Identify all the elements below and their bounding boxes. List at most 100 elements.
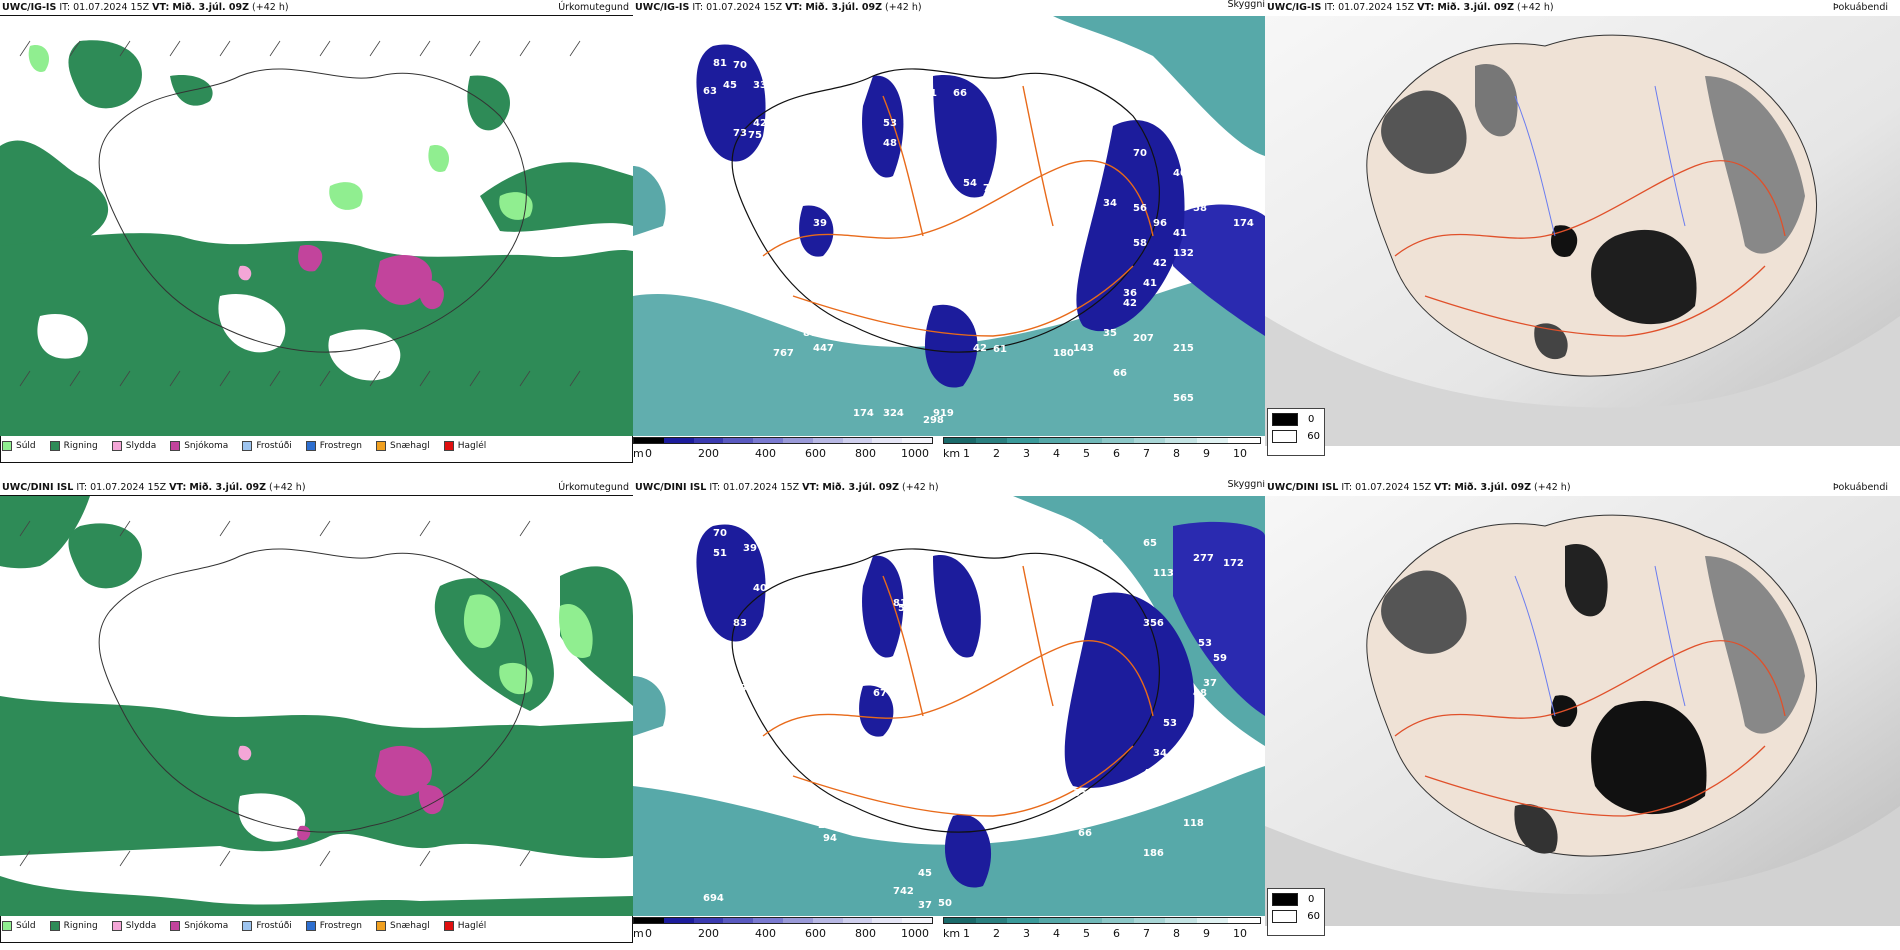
visibility-value-label: 66 [1078,828,1092,839]
visibility-value-label: 215 [1033,283,1054,294]
scale-tick: 6 [1113,447,1120,460]
visibility-value-label: 58 [1133,238,1147,249]
visibility-value-label: 40 [1173,168,1187,179]
legend-swatch [242,441,253,451]
visibility-value-label: 102 [1083,538,1104,549]
legend-swatch [111,921,122,931]
visibility-value-label: 48 [1193,688,1207,699]
it-label: IT: [709,482,721,493]
visibility-value-label: 66 [953,88,967,99]
panel-title: Úrkomutegund [558,482,629,493]
visibility-value-label: 180 [1053,348,1074,359]
scale-tick: 0 [645,927,652,940]
legend-label: 0 [1308,894,1315,905]
visibility-value-label: 33 [753,80,767,91]
visibility-value-label: 447 [813,343,834,354]
fog-indicator-map[interactable] [1265,16,1900,446]
fog-panel-row2: UWC/DINI ISL IT: 01.07.2024 15Z VT: Mið.… [1265,480,1900,950]
visibility-value-label: 45 [743,668,757,679]
visibility-map[interactable]: 277 172 201 118 186 694 742 207 94 67 70 51 39 40 83 61… [633,496,1265,916]
visibility-value-label: 767 [773,348,794,359]
fog-indicator-map[interactable] [1265,496,1900,926]
legend-swatch [305,441,316,451]
visibility-value-label: 81 [713,58,727,69]
visibility-value-label: 34 [1103,198,1117,209]
scale-tick: 800 [855,927,876,940]
visibility-value-label: 39 [813,218,827,229]
legend-item: Súld [2,921,36,931]
valid-time: Mið. 3.júl. 09Z [822,482,899,493]
legend-item: Slydda [111,921,157,931]
legend-swatch [1272,910,1298,923]
scale-tick: 4 [1053,927,1060,940]
scale-tick: 1000 [901,927,929,940]
visibility-value-label: 118 [1183,818,1204,829]
valid-time: Mið. 3.júl. 09Z [1454,482,1531,493]
legend-label: Snæhagl [390,921,430,931]
legend-item: Haglél [443,441,486,451]
visibility-value-label: 565 [1173,393,1194,404]
legend-label: Slydda [125,441,157,451]
precip-type-map[interactable] [0,496,633,916]
scale-tick: 7 [1143,927,1150,940]
visibility-value-label: 36 [1123,288,1137,299]
visibility-value-label: 96 [1153,218,1167,229]
legend-swatch [49,921,60,931]
legend-label: Slydda [125,921,157,931]
visibility-value-label: 48 [883,138,897,149]
visibility-value-label: 53 [1163,718,1177,729]
panel-header: UWC/IG-IS IT: 01.07.2024 15Z VT: Mið. 3.… [1267,2,1554,13]
visibility-value-label: 35 [1103,328,1117,339]
lead-time: (+42 h) [902,482,939,493]
visibility-value-label: 327 [1023,268,1044,279]
legend-swatch [170,441,181,451]
scale-unit: m [633,447,644,460]
visibility-value-label: 215 [1173,343,1194,354]
visibility-value-label: 54 [963,178,977,189]
legend-label: Frostregn [319,921,363,931]
legend-item: Slydda [111,441,157,451]
scale-tick: 1000 [901,447,929,460]
visibility-value-label: 58 [1193,203,1207,214]
visibility-value-label: 41 [703,233,717,244]
cloud-base-scale: m 0 200 400 600 800 1000 [633,437,943,467]
visibility-value-label: 94 [823,833,837,844]
legend-label: 60 [1307,911,1320,922]
model-name: UWC/DINI ISL [635,482,707,493]
legend-swatch [376,441,387,451]
visibility-value-label: 45 [918,868,932,879]
precip-legend: Súld Rigning Slydda Snjókoma Frostúði Fr… [2,921,486,931]
legend-swatch [443,441,454,451]
visibility-value-label: 694 [703,893,724,904]
visibility-value-label: 39 [1113,788,1127,799]
scale-unit: km [943,447,961,460]
legend-label: Rigning [63,921,98,931]
visibility-panel-row2: UWC/DINI ISL IT: 01.07.2024 15Z VT: Mið.… [633,480,1265,950]
fog-panel-row1: UWC/IG-IS IT: 01.07.2024 15Z VT: Mið. 3.… [1265,0,1900,470]
visibility-value-label: 45 [723,80,737,91]
visibility-value-label: 31 [1133,778,1147,789]
legend-swatch [1272,893,1298,906]
visibility-value-label: 65 [1143,538,1157,549]
legend-item: Frostregn [305,441,362,451]
legend-item: Frostúði [242,441,292,451]
legend-label: Snæhagl [390,441,430,451]
init-time: 01.07.2024 15Z [1338,2,1415,13]
visibility-value-label: 69 [1033,758,1047,769]
visibility-value-label: 54 [773,158,787,169]
init-time: 01.07.2024 15Z [90,482,167,493]
scale-tick: 1 [963,447,970,460]
scale-tick: 9 [1203,447,1210,460]
legend-label: Frostúði [256,441,292,451]
visibility-value-label: 207 [818,820,839,831]
fog-legend: 0 60 [1267,888,1325,936]
visibility-value-label: 66 [1113,368,1127,379]
visibility-value-label: 61 [993,344,1007,355]
vt-label: VT: [169,482,187,493]
visibility-value-label: 37 [1203,678,1217,689]
it-label: IT: [1341,482,1353,493]
legend-swatch [305,921,316,931]
init-time: 01.07.2024 15Z [723,482,800,493]
precip-type-map[interactable] [0,16,633,436]
